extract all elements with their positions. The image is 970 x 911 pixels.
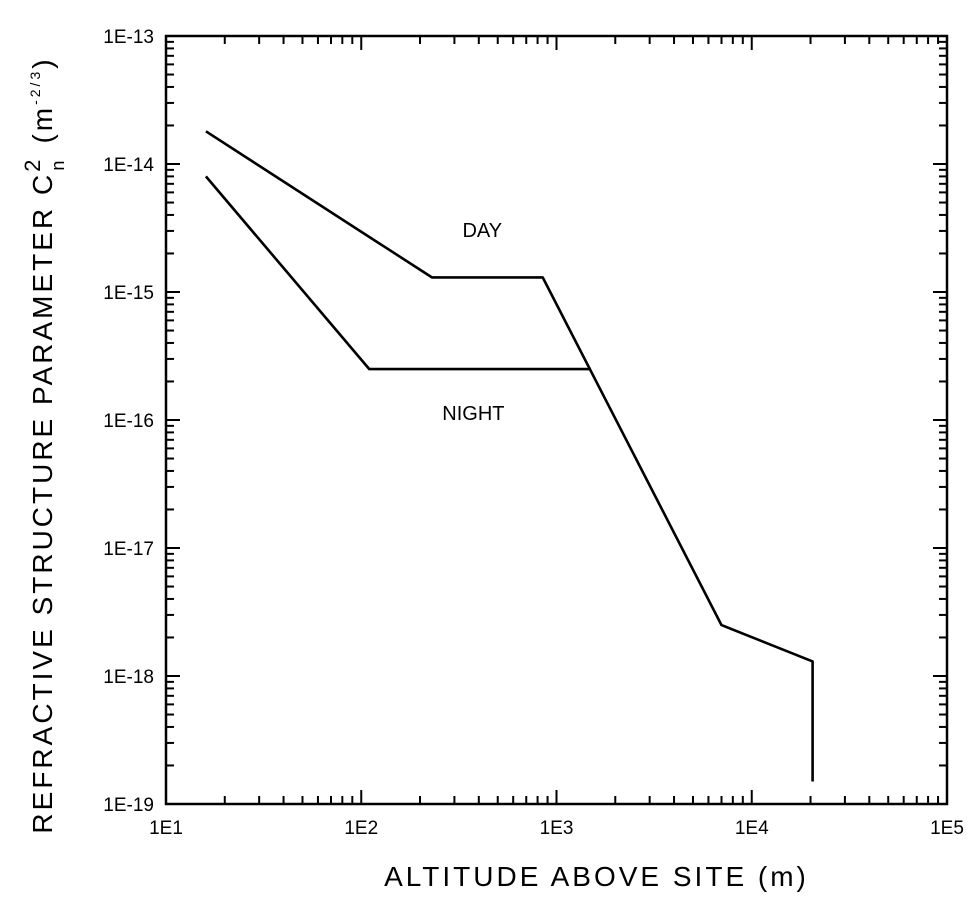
y-tick-label: 1E-13	[103, 27, 154, 48]
y-tick-label: 1E-17	[103, 539, 154, 560]
series-layer	[204, 130, 814, 782]
axis-ticks	[165, 35, 948, 805]
y-axis-label-unit-close: )	[27, 56, 58, 68]
y-tick-label: 1E-16	[103, 411, 154, 432]
x-tick-label: 1E3	[540, 818, 574, 839]
x-tick-label: 1E1	[149, 818, 183, 839]
y-axis-label-unit-exponent: -2/3	[27, 69, 43, 105]
x-tick-label: 1E5	[930, 818, 964, 839]
series-label-night: NIGHT	[442, 403, 504, 425]
series-line-night	[204, 175, 591, 371]
y-axis-label-unit: (m	[27, 105, 58, 144]
y-axis-label: REFRACTIVE STRUCTURE PARAMETER C2 n (m-2/3…	[20, 56, 68, 833]
plot-frame	[164, 34, 949, 806]
y-axis-label-superscript: 2	[20, 157, 45, 172]
series-line-day	[205, 130, 814, 782]
y-axis-label-main: REFRACTIVE STRUCTURE PARAMETER C	[27, 172, 58, 834]
x-tick-label: 1E2	[344, 818, 378, 839]
y-tick-label: 1E-19	[103, 795, 154, 816]
y-tick-label: 1E-15	[103, 283, 154, 304]
tick-labels: 1E1 1E2 1E3 1E4 1E5 1E-13 1E-14 1E-15 1E-16 1E-17…	[103, 27, 964, 839]
y-tick-label: 1E-18	[103, 667, 154, 688]
y-axis-label-subscript: n	[48, 158, 68, 171]
x-tick-label: 1E4	[735, 818, 769, 839]
x-axis-label: ALTITUDE ABOVE SITE (m)	[384, 861, 809, 892]
y-tick-label: 1E-14	[103, 155, 154, 176]
series-label-day: DAY	[462, 220, 502, 242]
